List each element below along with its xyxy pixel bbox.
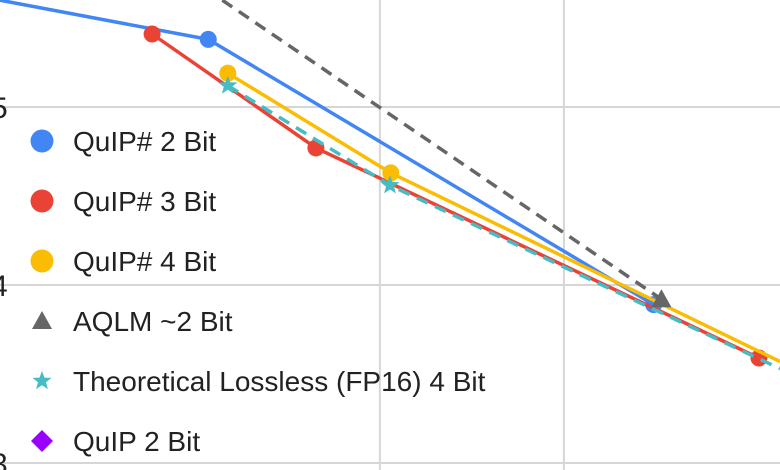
- data-point: [382, 164, 400, 182]
- legend-marker: [30, 129, 54, 153]
- legend-item: Theoretical Lossless (FP16) 4 Bit: [32, 366, 486, 397]
- data-point: [218, 75, 238, 94]
- legend-label: QuIP# 3 Bit: [73, 186, 216, 217]
- legend-item: QuIP# 4 Bit: [30, 246, 216, 277]
- y-tick-label: 3: [0, 448, 8, 470]
- data-point: [219, 64, 237, 82]
- legend-label: QuIP 2 Bit: [73, 426, 200, 457]
- series-line: [221, 0, 663, 301]
- legend-item: QuIP# 3 Bit: [30, 186, 216, 217]
- y-axis: 5 4 3: [0, 92, 8, 470]
- legend: QuIP# 2 Bit QuIP# 3 Bit QuIP# 4 Bit AQLM ~2…: [30, 126, 486, 457]
- series-theoretical-lossless-fp16-4-bit: [218, 75, 780, 371]
- series-quip-4-bit: [219, 64, 780, 364]
- legend-label: QuIP# 2 Bit: [73, 126, 216, 157]
- legend-item: QuIP 2 Bit: [31, 426, 200, 457]
- data-point: [199, 30, 217, 48]
- legend-item: QuIP# 2 Bit: [30, 126, 216, 157]
- data-point: [380, 175, 400, 194]
- series-aqlm-2-bit: [221, 0, 672, 308]
- y-tick-label: 5: [0, 92, 8, 125]
- legend-item: AQLM ~2 Bit: [32, 306, 233, 337]
- legend-label: Theoretical Lossless (FP16) 4 Bit: [73, 366, 486, 397]
- legend-marker: [30, 189, 54, 213]
- legend-marker: [32, 311, 52, 329]
- data-point: [651, 289, 672, 308]
- legend-marker: [30, 249, 54, 273]
- legend-marker: [31, 430, 53, 452]
- data-point: [143, 25, 161, 43]
- plot-area: [0, 0, 780, 371]
- legend-label: QuIP# 4 Bit: [73, 246, 216, 277]
- legend-marker: [32, 371, 52, 390]
- y-tick-label: 4: [0, 270, 8, 303]
- legend-label: AQLM ~2 Bit: [73, 306, 233, 337]
